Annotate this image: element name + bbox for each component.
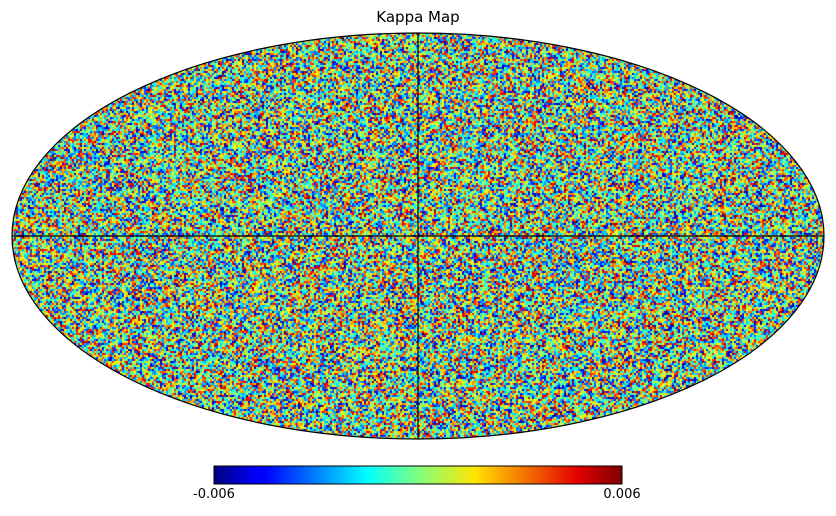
colorbar-max-label: 0.006 [603,487,641,502]
colorbar-min-label: -0.006 [193,487,235,502]
map-outline [11,32,825,440]
map-title: Kappa Map [376,8,460,26]
colorbar [213,465,623,485]
